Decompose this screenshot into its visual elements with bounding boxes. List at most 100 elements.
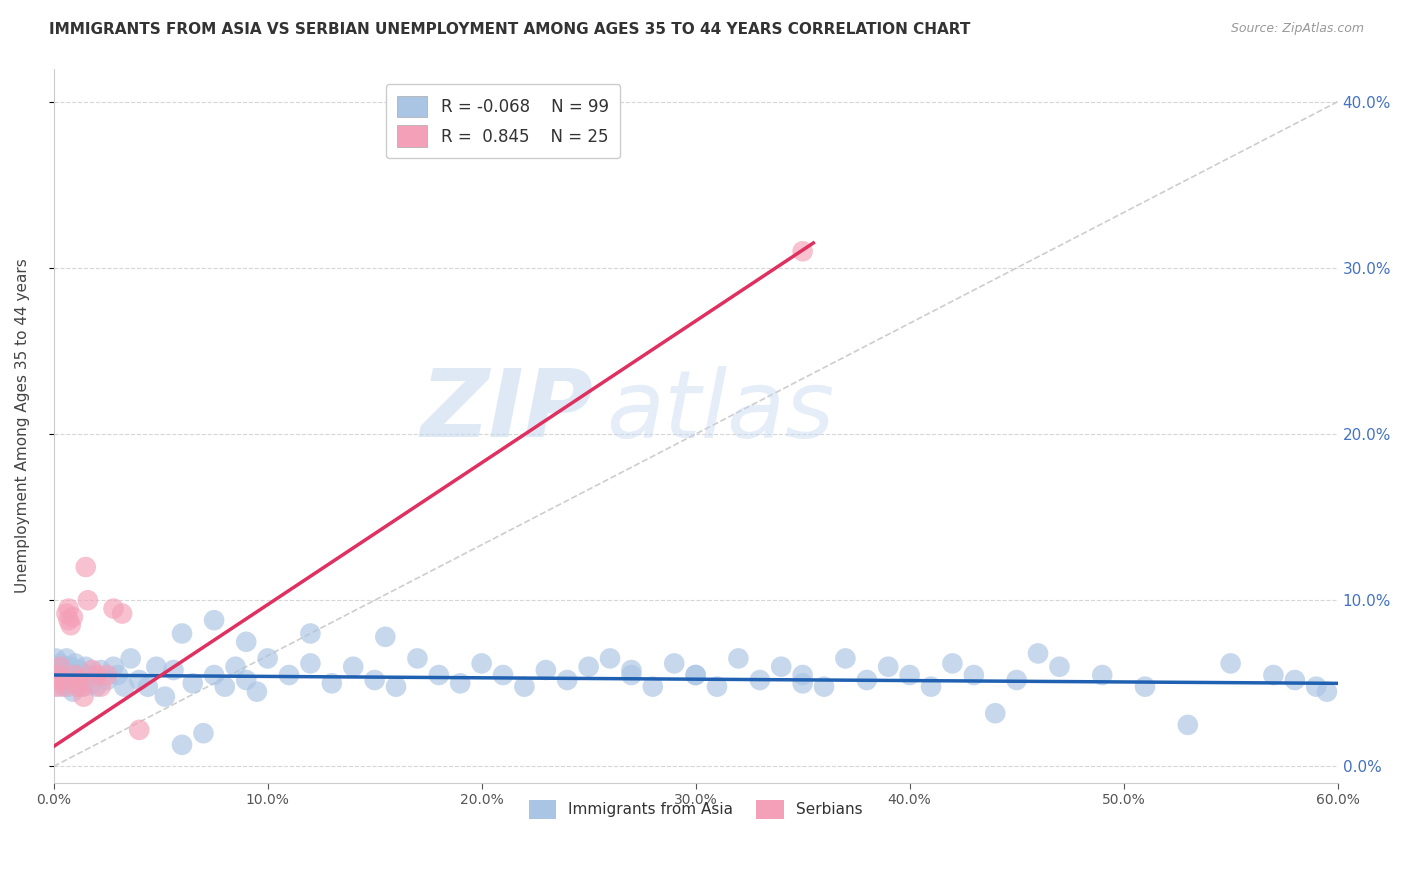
Point [235,673,257,687]
Y-axis label: Unemployment Among Ages 35 to 44 years: Unemployment Among Ages 35 to 44 years [15,259,30,593]
Point [792,668,814,682]
Point [49,680,72,694]
Point [898,668,921,682]
Point [620,663,643,677]
Point [578,659,600,673]
Point [1263,668,1285,682]
Point [235,635,257,649]
Point [128,723,150,737]
Point [76,593,98,607]
Point [59,673,82,687]
Point [46,668,69,682]
Point [792,676,814,690]
Point [1219,657,1241,671]
Point [70,673,93,687]
Point [299,626,322,640]
Point [685,668,707,682]
Point [813,680,835,694]
Point [641,680,664,694]
Point [685,668,707,682]
Point [599,651,621,665]
Point [58,601,80,615]
Point [103,601,125,615]
Point [555,673,578,687]
Point [299,657,322,671]
Point [664,657,686,671]
Point [62,684,84,698]
Point [72,680,94,694]
Point [181,676,204,690]
Point [162,663,184,677]
Point [76,668,98,682]
Point [727,651,749,665]
Point [120,651,142,665]
Point [278,668,301,682]
Point [112,680,135,694]
Point [58,680,80,694]
Point [62,610,84,624]
Point [449,676,471,690]
Point [202,613,225,627]
Point [492,668,515,682]
Point [66,676,89,690]
Point [513,680,536,694]
Point [342,659,364,673]
Point [1177,718,1199,732]
Text: IMMIGRANTS FROM ASIA VS SERBIAN UNEMPLOYMENT AMONG AGES 35 TO 44 YEARS CORRELATI: IMMIGRANTS FROM ASIA VS SERBIAN UNEMPLOY… [49,22,970,37]
Point [72,690,94,704]
Point [145,659,167,673]
Point [67,673,90,687]
Point [406,651,429,665]
Point [1305,680,1327,694]
Point [49,657,72,671]
Point [111,607,134,621]
Point [66,680,89,694]
Point [770,659,793,673]
Point [620,668,643,682]
Point [534,663,557,677]
Point [53,659,76,673]
Point [55,673,77,687]
Point [941,657,963,671]
Point [58,663,80,677]
Point [51,663,73,677]
Point [193,726,215,740]
Point [321,676,343,690]
Point [53,676,76,690]
Point [70,680,93,694]
Point [153,690,176,704]
Point [170,738,193,752]
Point [55,651,77,665]
Point [58,613,80,627]
Point [51,668,73,682]
Point [202,668,225,682]
Point [96,668,118,682]
Point [170,626,193,640]
Point [363,673,385,687]
Point [1026,647,1049,661]
Point [55,607,77,621]
Point [792,244,814,259]
Point [63,668,86,682]
Point [256,651,278,665]
Point [385,680,408,694]
Point [1133,680,1156,694]
Legend: Immigrants from Asia, Serbians: Immigrants from Asia, Serbians [523,794,869,825]
Text: atlas: atlas [606,366,834,457]
Point [136,680,159,694]
Point [374,630,396,644]
Point [90,680,112,694]
Point [46,659,69,673]
Point [128,673,150,687]
Point [856,673,879,687]
Point [1005,673,1028,687]
Point [1049,659,1071,673]
Point [246,684,269,698]
Point [82,663,104,677]
Point [82,676,104,690]
Point [75,560,97,574]
Point [90,663,112,677]
Point [59,618,82,632]
Point [96,673,118,687]
Point [984,706,1007,721]
